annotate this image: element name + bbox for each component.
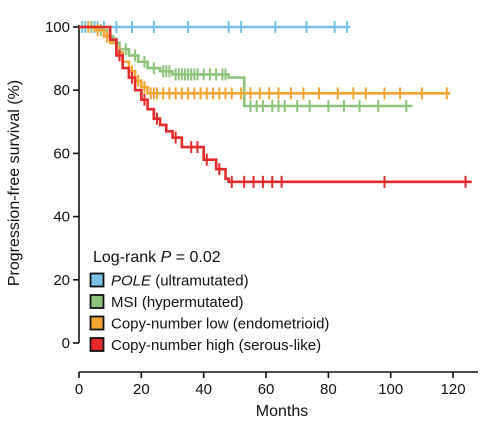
y-axis-label: Progression-free survival (%) xyxy=(6,80,23,286)
x-tick-label: 0 xyxy=(75,381,83,398)
x-tick-label: 40 xyxy=(195,381,212,398)
series-0 xyxy=(79,21,351,33)
log-rank-prefix: Log-rank xyxy=(93,249,161,266)
legend-item: Copy-number low (endometrioid) xyxy=(89,315,329,333)
survival-curve xyxy=(79,25,472,184)
y-tick-label: 0 xyxy=(62,335,70,352)
y-tick-label: 20 xyxy=(53,272,70,289)
y-tick-label: 100 xyxy=(45,19,70,36)
legend-label: MSI (hypermutated) xyxy=(111,294,244,311)
legend-label: Copy-number low (endometrioid) xyxy=(111,316,329,333)
legend-series-name: Copy-number low xyxy=(111,316,229,333)
legend-series-suffix: (serous-like) xyxy=(234,337,321,354)
legend-swatch xyxy=(89,337,105,352)
y-tick-label: 40 xyxy=(53,209,70,226)
series-3 xyxy=(79,25,472,188)
legend-series-suffix: (hypermutated) xyxy=(138,294,244,311)
y-tick-label: 80 xyxy=(53,82,70,99)
x-axis: 0 20 40 60 80 100 120 xyxy=(75,371,478,398)
legend-series-name: Copy-number high xyxy=(111,337,234,354)
legend-label: POLE (ultramutated) xyxy=(111,273,249,290)
legend-swatch xyxy=(89,272,105,288)
x-tick-label: 60 xyxy=(258,381,275,398)
x-tick-label: 80 xyxy=(320,381,337,398)
x-axis-label: Months xyxy=(256,403,308,420)
x-tick-label: 120 xyxy=(441,381,466,398)
log-rank-value: = 0.02 xyxy=(171,249,220,266)
legend: POLE (ultramutated) MSI (hypermutated) Cop… xyxy=(89,272,329,354)
legend-item: Copy-number high (serous-like) xyxy=(89,337,321,354)
legend-swatch xyxy=(89,315,105,331)
y-axis: 0 20 40 60 80 100 xyxy=(45,19,80,352)
log-rank-annotation: Log-rank P = 0.02 xyxy=(93,249,221,266)
legend-label: Copy-number high (serous-like) xyxy=(111,337,321,354)
legend-item: MSI (hypermutated) xyxy=(89,294,244,311)
legend-item: POLE (ultramutated) xyxy=(89,272,249,290)
legend-series-name: MSI xyxy=(111,294,138,311)
legend-series-suffix: (ultramutated) xyxy=(151,273,249,290)
legend-swatch xyxy=(89,294,105,309)
series-group xyxy=(79,21,472,188)
log-rank-p: P xyxy=(161,249,172,266)
y-tick-label: 60 xyxy=(53,145,70,162)
legend-series-name: POLE xyxy=(111,273,152,290)
legend-series-suffix: (endometrioid) xyxy=(229,316,330,333)
x-tick-label: 100 xyxy=(378,381,403,398)
x-tick-label: 20 xyxy=(133,381,150,398)
